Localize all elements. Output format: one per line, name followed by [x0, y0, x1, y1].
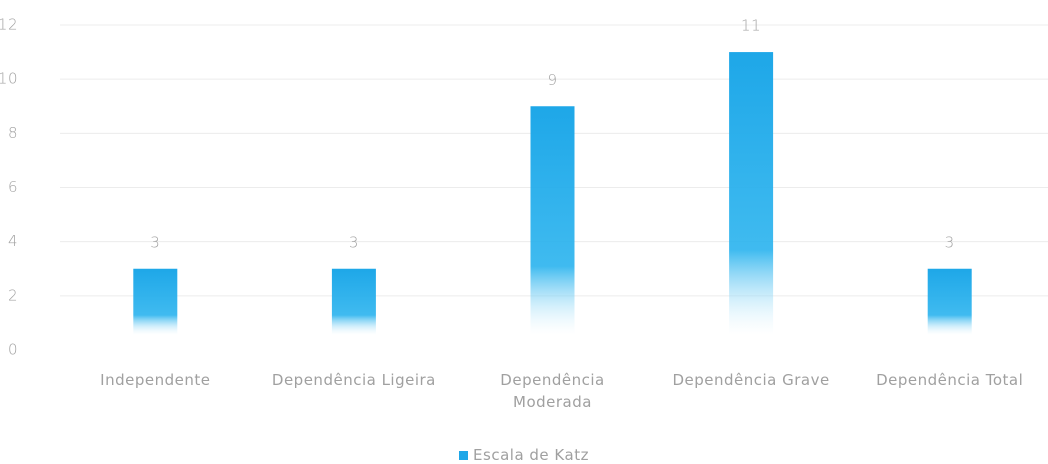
bar	[530, 106, 575, 335]
legend-label: Escala de Katz	[473, 446, 589, 464]
data-label: 3	[349, 233, 359, 251]
x-tick-label: Dependência Grave	[672, 371, 830, 389]
x-tick-label: Dependência Ligeira	[271, 371, 436, 389]
legend-swatch	[459, 451, 469, 460]
y-tick-label: 10	[0, 70, 18, 88]
x-tick-label: Dependência Moderada	[500, 371, 605, 411]
y-tick-label: 4	[8, 232, 18, 250]
y-tick-label: 0	[8, 341, 18, 359]
data-label: 3	[150, 233, 160, 251]
y-tick-label: 12	[0, 16, 18, 34]
data-label: 9	[547, 71, 557, 89]
y-tick-label: 8	[8, 124, 18, 142]
y-tick-label: 2	[8, 286, 18, 304]
bar	[133, 268, 178, 335]
data-label: 3	[945, 233, 955, 251]
x-tick-label: Dependência Total	[876, 371, 1024, 389]
legend: Escala de Katz	[0, 446, 1048, 464]
x-tick-label: Independente	[100, 371, 211, 389]
data-label: 11	[741, 17, 761, 35]
bar	[729, 52, 774, 335]
bar	[927, 268, 972, 335]
y-tick-label: 6	[8, 178, 18, 196]
bar	[331, 268, 376, 335]
